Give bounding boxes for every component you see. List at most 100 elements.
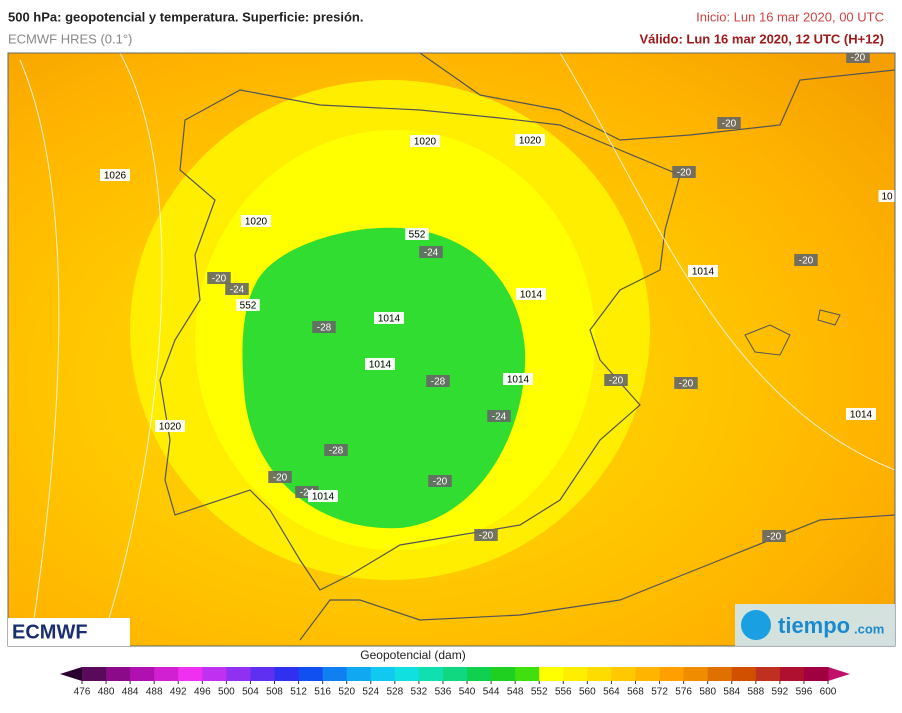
title: 500 hPa: geopotencial y temperatura. Sup… <box>8 9 363 24</box>
colorbar-swatch <box>467 667 492 681</box>
colorbar-swatch <box>803 667 829 681</box>
label-box <box>487 410 511 422</box>
label-box <box>405 228 429 240</box>
logo-text: ECMWF <box>12 621 88 643</box>
colorbar-swatch <box>539 667 564 681</box>
green-zone <box>242 227 526 529</box>
map-label: 1014 <box>692 267 715 278</box>
label-box <box>846 53 870 63</box>
colorbar-swatch <box>322 667 348 681</box>
label-box <box>604 374 628 386</box>
map-label: -20 <box>677 168 692 179</box>
colorbar-tick-label: 568 <box>627 687 644 698</box>
map-label: -20 <box>679 379 694 390</box>
colorbar-swatch <box>659 667 685 681</box>
label-box <box>100 169 130 181</box>
map-label: -20 <box>212 274 227 285</box>
logo-suffix: .com <box>854 621 884 636</box>
map-label: -24 <box>424 248 439 259</box>
logo-icon <box>741 610 771 640</box>
label-box <box>308 490 338 502</box>
map-label: -28 <box>329 446 344 457</box>
colorbar: 476 480 484 488 492 496 500 504 508 512 516 520 524 5… <box>60 667 850 698</box>
map-label: -20 <box>273 473 288 484</box>
label-box <box>717 117 741 129</box>
map-label: 1014 <box>520 290 543 301</box>
colorbar-swatch <box>731 667 757 681</box>
model: ECMWF HRES (0.1°) <box>8 31 132 46</box>
map-label: -20 <box>479 531 494 542</box>
ecmwf-logo: ECMWF <box>8 618 130 646</box>
map-label: 1014 <box>312 492 335 503</box>
map-label: 1014 <box>378 314 401 325</box>
colorbar-swatch <box>202 667 227 681</box>
colorbar-swatch <box>587 667 612 681</box>
label-box <box>236 299 260 311</box>
map-label: -24 <box>300 488 315 499</box>
colorbar-swatch <box>106 667 131 681</box>
label-box <box>207 272 231 284</box>
colorbar-tick-label: 508 <box>266 687 283 698</box>
colorbar-under <box>60 667 82 681</box>
label-box <box>672 166 696 178</box>
map-label: 1020 <box>245 217 268 228</box>
colorbar-swatch <box>274 667 300 681</box>
colorbar-swatch <box>298 667 324 681</box>
colorbar-tick-label: 536 <box>435 687 452 698</box>
map-label: 1014 <box>369 360 392 371</box>
map-label: 1014 <box>507 375 530 386</box>
label-box <box>419 246 443 258</box>
colorbar-tick-label: 520 <box>338 687 355 698</box>
label-box <box>794 254 818 266</box>
tiempo-logo: tiempo .com <box>735 604 895 646</box>
label-box <box>365 358 395 370</box>
islands <box>744 309 841 356</box>
label-box <box>374 312 404 324</box>
colorbar-swatch <box>130 667 155 681</box>
colorbar-swatch <box>418 667 444 681</box>
colorbar-tick-label: 552 <box>531 687 548 698</box>
map-label: -20 <box>851 53 866 64</box>
colorbar-swatch <box>394 667 420 681</box>
colorbar-tick-label: 544 <box>483 687 500 698</box>
colorbar-tick-label: 504 <box>242 687 259 698</box>
colorbar-tick-label: 532 <box>411 687 428 698</box>
label-box <box>688 265 718 277</box>
coastline-france <box>419 53 895 141</box>
colorbar-swatch <box>370 667 396 681</box>
colorbar-tick-label: 584 <box>723 687 740 698</box>
label-box <box>846 408 876 420</box>
map-label: -20 <box>609 376 624 387</box>
colorbar-tick-label: 488 <box>146 687 163 698</box>
colorbar-tick-label: 476 <box>74 687 91 698</box>
colorbar-tick-label: 548 <box>507 687 524 698</box>
colorbar-tick-label: 480 <box>98 687 115 698</box>
map-label: -24 <box>492 412 507 423</box>
label-box <box>324 444 348 456</box>
colorbar-tick-label: 528 <box>386 687 403 698</box>
label-box <box>878 190 895 202</box>
map-label: -28 <box>317 323 332 334</box>
colorbar-swatch <box>707 667 733 681</box>
label-box <box>241 215 271 227</box>
colorbar-tick-label: 556 <box>555 687 572 698</box>
label-box <box>268 471 292 483</box>
colorbar-swatch <box>154 667 179 681</box>
label-box <box>155 420 185 432</box>
colorbar-tick-label: 564 <box>603 687 620 698</box>
colorbar-swatch <box>755 667 781 681</box>
colorbar-swatch <box>442 667 468 681</box>
label-box <box>428 475 452 487</box>
colorbar-swatch <box>491 667 516 681</box>
coastline-africa <box>299 514 895 641</box>
init-time: Inicio: Lun 16 mar 2020, 00 UTC <box>696 9 884 24</box>
logo-box <box>8 618 130 646</box>
isobars <box>19 53 895 646</box>
map-label: 10 <box>881 192 893 203</box>
map-label: -20 <box>799 256 814 267</box>
colorbar-tick-label: 492 <box>170 687 187 698</box>
colorbar-tick-label: 600 <box>820 687 837 698</box>
label-box <box>516 288 546 300</box>
colorbar-tick-label: 592 <box>772 687 789 698</box>
